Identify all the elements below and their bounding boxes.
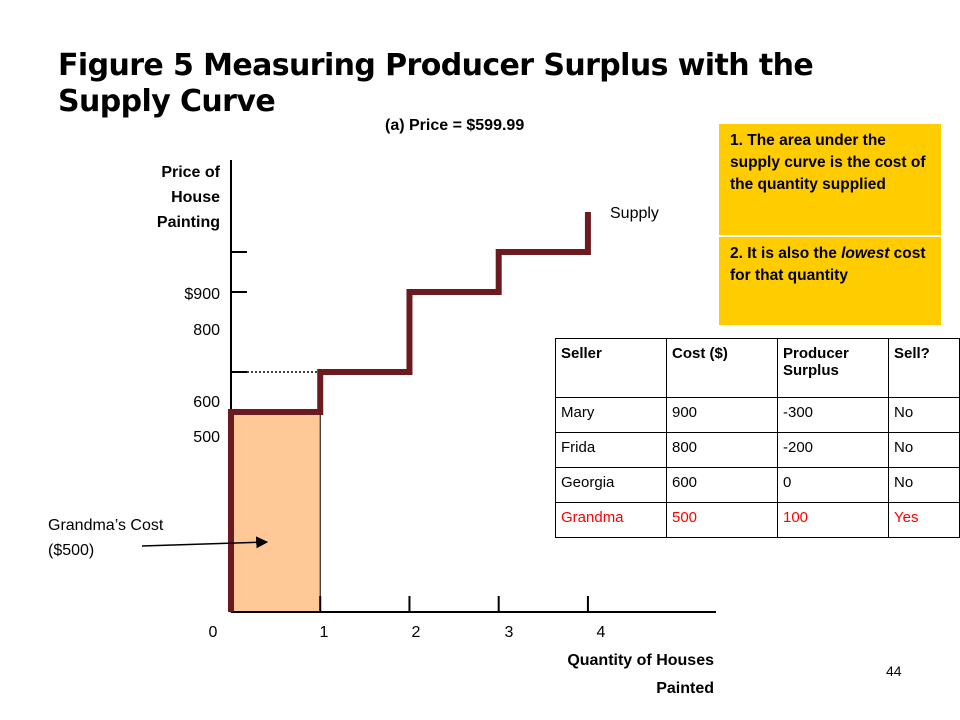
y-tick-label: $900	[184, 286, 220, 303]
table-cell: 600	[666, 467, 778, 503]
table-header-row: Seller Cost ($) Producer Surplus Sell?	[555, 338, 960, 398]
grandma-cost-annotation: Grandma’s Cost ($500)	[48, 517, 164, 559]
tick-marks	[231, 251, 589, 612]
table-cell: 500	[666, 502, 778, 538]
note-lowest-cost-text: 2. It is also the lowest cost for that q…	[730, 245, 926, 284]
table-row: Frida 800 -200 No	[555, 432, 960, 468]
y-tick-label: 800	[193, 322, 220, 339]
table-cell: -300	[777, 397, 889, 433]
table-cell: 800	[666, 432, 778, 468]
table-cell: No	[888, 467, 960, 503]
x-tick-label: 2	[411, 624, 421, 641]
page-number: 44	[886, 663, 902, 679]
table-cell: Yes	[888, 502, 960, 538]
table-cell: 900	[666, 397, 778, 433]
grandma-cost-area	[230, 411, 321, 613]
supply-series-label: Supply	[610, 205, 659, 222]
emphasis-text: lowest	[841, 245, 890, 262]
annotation-arrow	[141, 536, 269, 549]
x-tick-label: 3	[504, 624, 514, 641]
x-tick-label: 4	[596, 624, 606, 641]
table-cell: Frida	[555, 432, 667, 468]
x-tick-label: 0	[208, 624, 218, 641]
table-row: Mary 900 -300 No	[555, 397, 960, 433]
table-header-cell: Cost ($)	[666, 338, 778, 398]
table-cell: No	[888, 397, 960, 433]
table-cell: Mary	[555, 397, 667, 433]
table-header-cell: Producer Surplus	[777, 338, 889, 398]
y-tick-label: 600	[193, 394, 220, 411]
table-header-cell: Seller	[555, 338, 667, 398]
table-cell: Georgia	[555, 467, 667, 503]
y-tick-label: 500	[193, 429, 220, 446]
table-row: Georgia 600 0 No	[555, 467, 960, 503]
note-area-under-curve: 1. The area under the supply curve is th…	[719, 124, 941, 235]
table-cell: 0	[777, 467, 889, 503]
x-tick-label: 1	[319, 624, 329, 641]
table-cell: Grandma	[555, 502, 667, 538]
x-axis-label: Quantity of Houses Painted	[567, 652, 714, 697]
note-lowest-cost: 2. It is also the lowest cost for that q…	[719, 237, 941, 325]
y-axis-label: Price of House Painting	[156, 164, 220, 231]
table-header-cell: Sell?	[888, 338, 960, 398]
table-cell: -200	[777, 432, 889, 468]
supply-curve	[228, 212, 591, 612]
chart-subtitle: (a) Price = $599.99	[385, 117, 525, 134]
sellers-table: Seller Cost ($) Producer Surplus Sell? M…	[555, 338, 960, 538]
table-row-highlighted: Grandma 500 100 Yes	[555, 502, 960, 538]
slide-title: Figure 5 Measuring Producer Surplus with…	[58, 48, 814, 119]
table-cell: No	[888, 432, 960, 468]
table-cell: 100	[777, 502, 889, 538]
